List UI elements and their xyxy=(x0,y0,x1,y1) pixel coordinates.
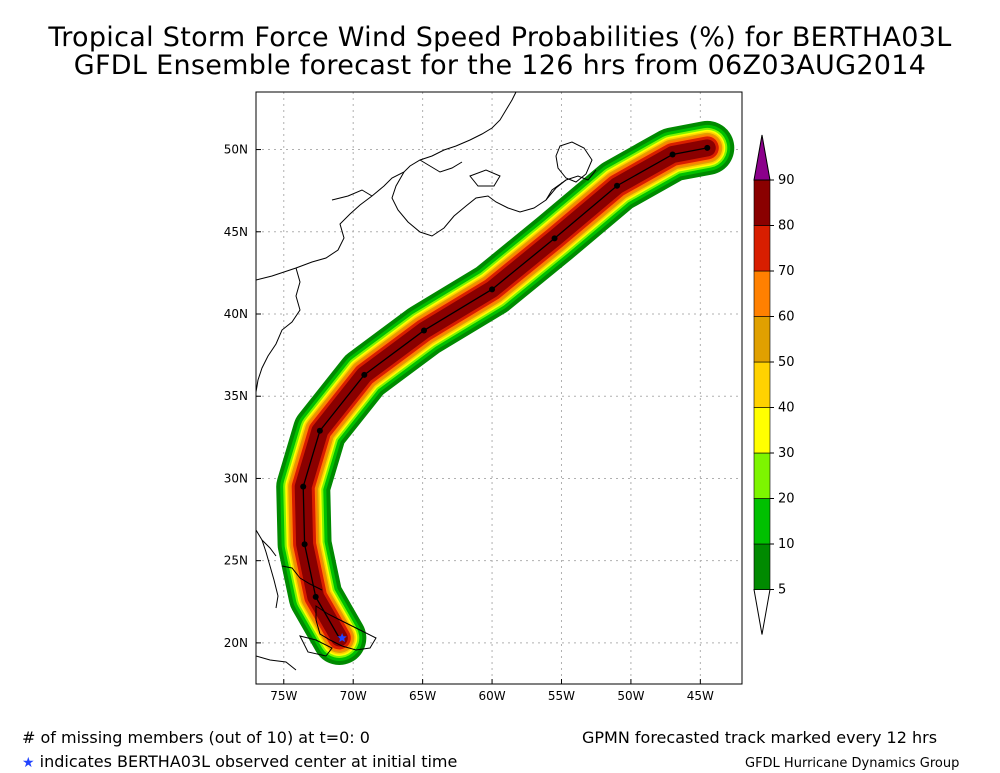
lon-tick-label: 45W xyxy=(687,689,714,703)
lat-tick-label: 30N xyxy=(224,471,248,485)
forecast-track xyxy=(300,144,711,642)
track-marker xyxy=(551,235,558,242)
track-marker xyxy=(614,182,621,189)
lon-tick-label: 65W xyxy=(409,689,436,703)
legend-bin-below-5 xyxy=(753,589,771,635)
coastlines xyxy=(256,92,597,671)
coastline-segment xyxy=(256,92,517,281)
legend-label: 40 xyxy=(778,401,795,416)
color-legend: 5 10 20 30 40 50 60 70 80 90 xyxy=(753,134,795,635)
legend-label: 5 xyxy=(778,583,786,598)
credit: GFDL Hurricane Dynamics Group xyxy=(745,756,960,771)
track-line xyxy=(302,147,708,639)
observed-center-note-text: indicates BERTHA03L observed center at i… xyxy=(39,752,458,771)
coastline-segment xyxy=(315,605,377,651)
legend-label: 80 xyxy=(778,219,795,234)
legend-label: 90 xyxy=(778,173,795,188)
lat-tick-label: 35N xyxy=(224,389,248,403)
legend-bin-70 xyxy=(753,225,771,272)
lon-tick-label: 60W xyxy=(478,689,505,703)
track-marker xyxy=(704,144,711,151)
title-line-1: Tropical Storm Force Wind Speed Probabil… xyxy=(48,22,952,53)
legend-label: 30 xyxy=(778,446,795,461)
lon-tick-label: 70W xyxy=(340,689,367,703)
coastline-segment xyxy=(331,189,373,201)
chart-title: Tropical Storm Force Wind Speed Probabil… xyxy=(0,24,1000,80)
axis-ticks: 75W 70W 65W 60W 55W 50W 45W 20N 25N 30N 35N 40N 45N 5… xyxy=(224,143,714,703)
lat-tick-label: 40N xyxy=(224,307,248,321)
track-note: GPMN forecasted track marked every 12 hr… xyxy=(582,728,938,747)
map-frame xyxy=(255,91,743,685)
legend-label: 50 xyxy=(778,355,795,370)
lon-tick-label: 75W xyxy=(270,689,297,703)
track-marker xyxy=(489,286,496,293)
legend-bin-above-90 xyxy=(753,134,771,181)
star-icon: ★ xyxy=(22,755,35,771)
coastline-segment xyxy=(419,159,463,173)
track-marker xyxy=(669,151,676,158)
legend-label: 10 xyxy=(778,537,795,552)
legend-label: 70 xyxy=(778,264,795,279)
legend-bin-40 xyxy=(753,361,771,408)
legend-bin-5 xyxy=(753,543,771,590)
coastline-segment xyxy=(555,141,593,183)
track-marker xyxy=(316,427,323,434)
lat-tick-label: 25N xyxy=(224,554,248,568)
track-marker xyxy=(361,371,368,378)
track-marker xyxy=(301,541,308,548)
legend-bin-10 xyxy=(753,498,771,545)
legend-label: 20 xyxy=(778,492,795,507)
coastline-segment xyxy=(256,655,297,671)
missing-members-note: # of missing members (out of 10) at t=0:… xyxy=(22,728,370,747)
legend-bin-80 xyxy=(753,179,771,226)
lon-tick-label: 55W xyxy=(548,689,575,703)
legend-bin-20 xyxy=(753,452,771,499)
coastline-segment xyxy=(256,267,301,393)
observed-center-note: ★ indicates BERTHA03L observed center at… xyxy=(22,752,457,771)
coastline-segment xyxy=(261,539,277,557)
legend-bin-60 xyxy=(753,270,771,317)
lat-tick-label: 45N xyxy=(224,225,248,239)
title-line-2: GFDL Ensemble forecast for the 126 hrs f… xyxy=(73,50,927,81)
lat-tick-label: 20N xyxy=(224,636,248,650)
track-marker xyxy=(421,327,428,334)
legend-bin-50 xyxy=(753,316,771,363)
legend-label: 60 xyxy=(778,310,795,325)
coastline-segment xyxy=(469,169,501,187)
track-marker xyxy=(300,483,307,490)
lon-tick-label: 50W xyxy=(617,689,644,703)
coastline-segment xyxy=(545,179,567,201)
coastline-segment xyxy=(299,635,333,657)
observed-center-star-icon xyxy=(337,633,347,642)
track-marker xyxy=(312,593,319,600)
lat-tick-label: 50N xyxy=(224,143,248,157)
legend-bin-30 xyxy=(753,407,771,454)
